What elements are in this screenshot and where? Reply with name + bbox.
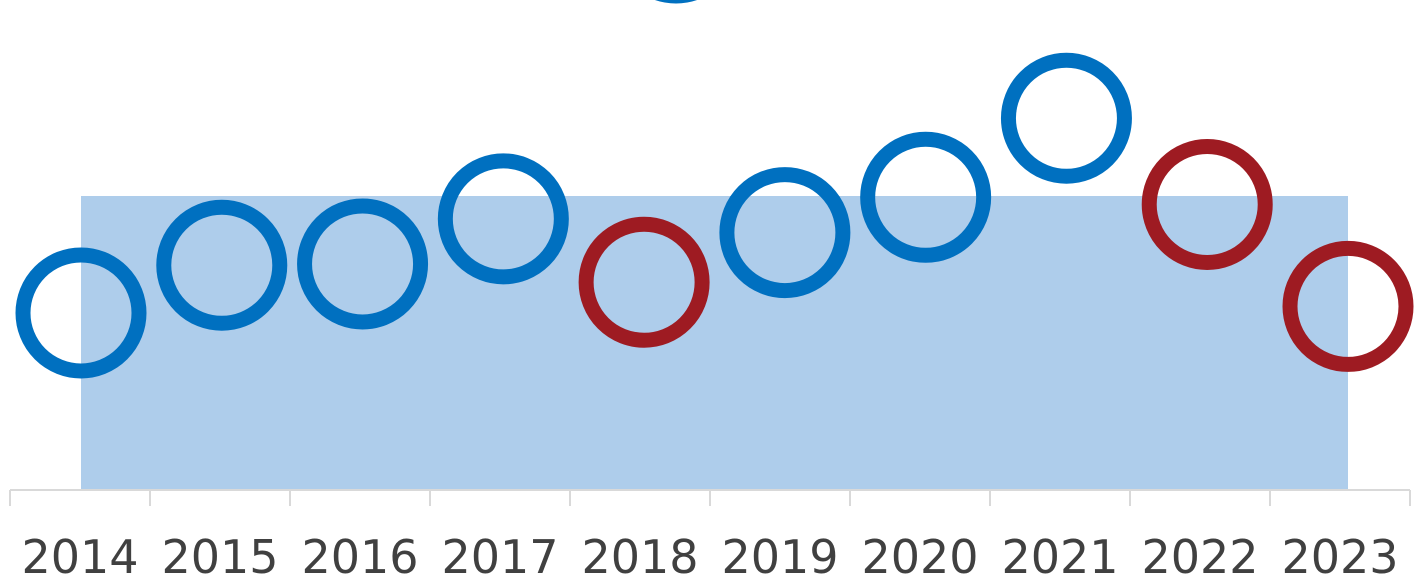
data-point-2014 bbox=[15, 247, 147, 379]
x-tick-label: 2022 bbox=[1141, 530, 1258, 580]
x-tick-label: 2014 bbox=[21, 530, 138, 580]
data-point-2021 bbox=[1000, 52, 1132, 184]
reference-band bbox=[81, 196, 1348, 490]
data-point-2018 bbox=[578, 216, 710, 348]
data-point-2022 bbox=[1141, 138, 1273, 270]
data-point-2020 bbox=[860, 131, 992, 263]
x-tick-label: 2015 bbox=[161, 530, 278, 580]
x-tick-label: 2021 bbox=[1001, 530, 1118, 580]
x-tick-label: 2017 bbox=[441, 530, 558, 580]
x-tick-label: 2016 bbox=[301, 530, 418, 580]
data-point-2015 bbox=[156, 199, 288, 331]
data-point-2023 bbox=[1282, 240, 1414, 372]
x-tick-label: 2020 bbox=[861, 530, 978, 580]
x-tick-label: 2023 bbox=[1281, 530, 1398, 580]
x-tick-label: 2019 bbox=[721, 530, 838, 580]
data-point-2016 bbox=[297, 198, 429, 330]
x-tick-label: 2018 bbox=[581, 530, 698, 580]
data-point-2019 bbox=[719, 167, 851, 299]
data-point-2017 bbox=[437, 153, 569, 285]
